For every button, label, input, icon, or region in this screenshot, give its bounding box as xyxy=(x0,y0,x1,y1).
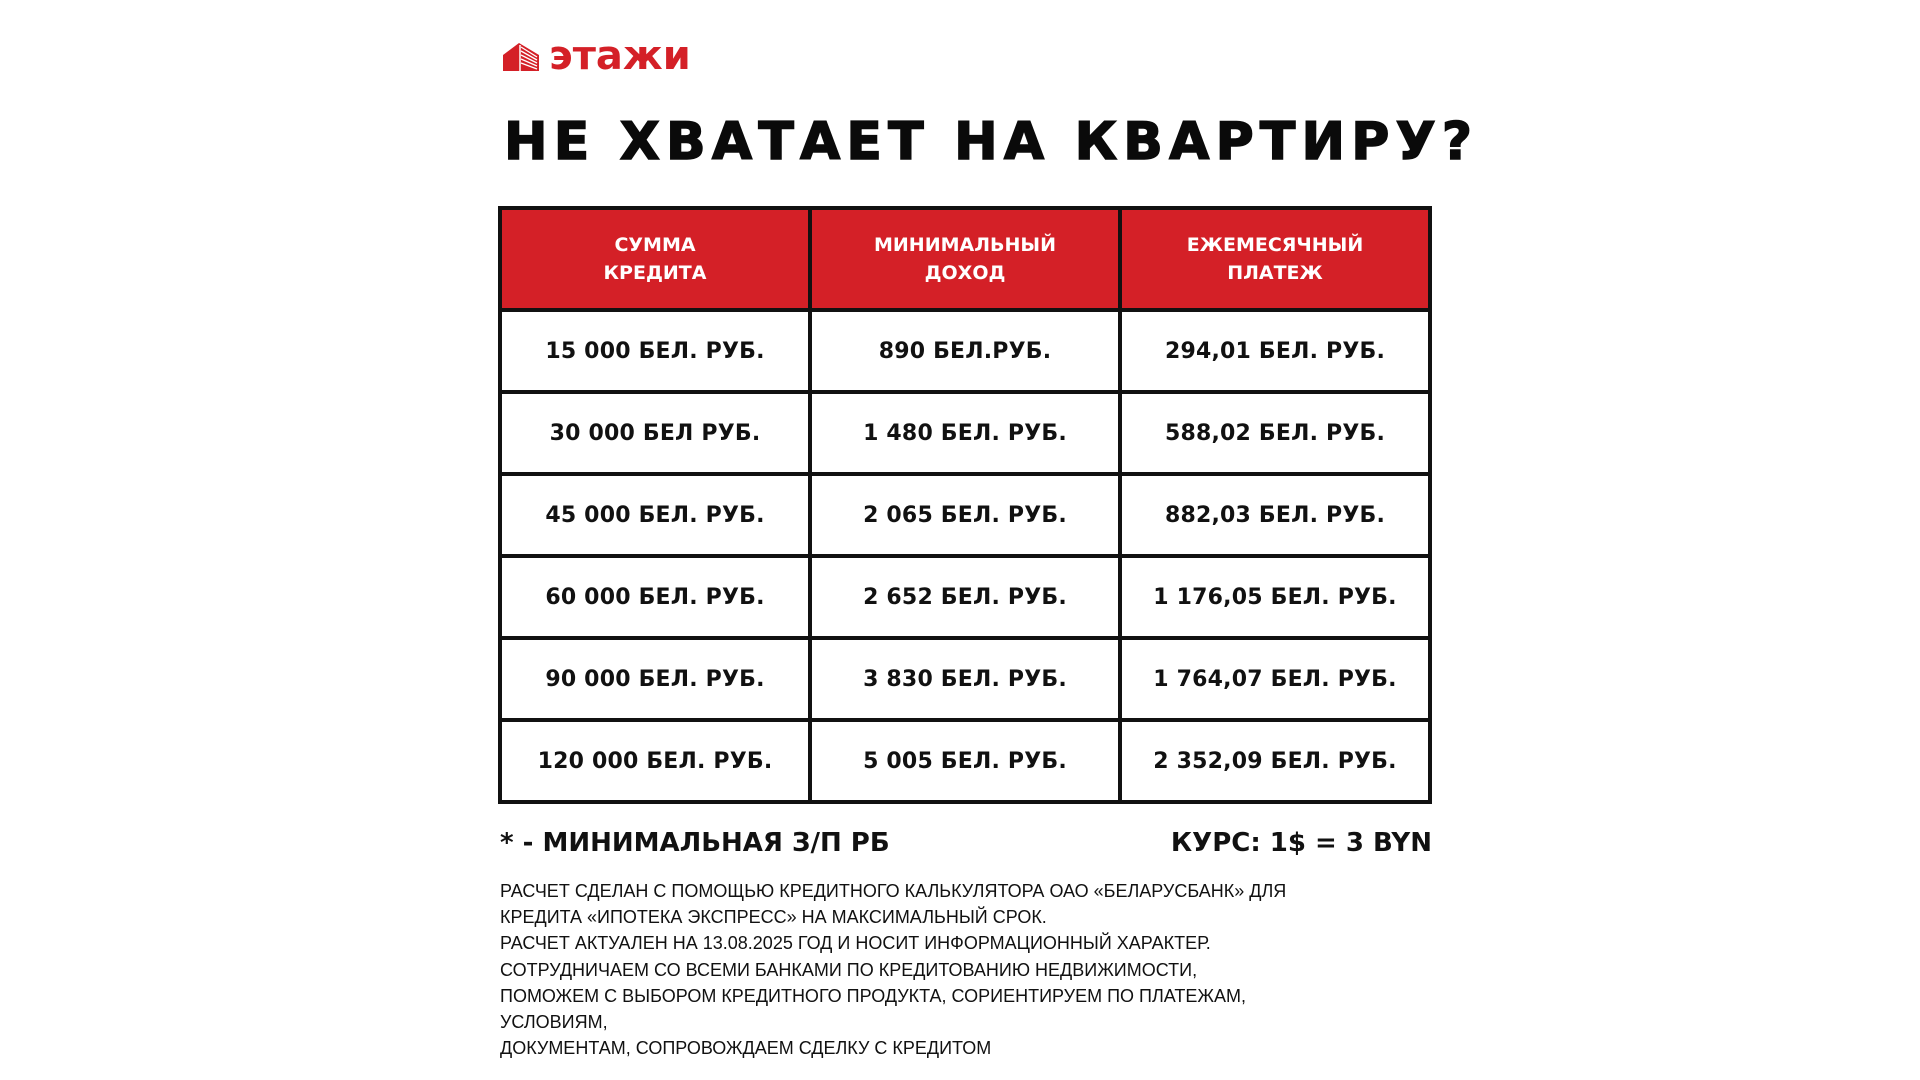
table-row: 90 000 БЕЛ. РУБ. 3 830 БЕЛ. РУБ. 1 764,07 … xyxy=(498,636,1432,722)
table-header-row: СУММА КРЕДИТА МИНИМАЛЬНЫЙ ДОХОД ЕЖЕМЕСЯЧНЫ… xyxy=(498,206,1432,312)
cell-min-income: 3 830 БЕЛ. РУБ. xyxy=(808,636,1122,722)
brand-name: этажи xyxy=(549,33,691,79)
disclaimer-line: ПОМОЖЕМ С ВЫБОРОМ КРЕДИТНОГО ПРОДУКТА, С… xyxy=(500,985,1246,1006)
cell-loan-amount: 60 000 БЕЛ. РУБ. xyxy=(498,554,812,640)
cell-loan-amount: 45 000 БЕЛ. РУБ. xyxy=(498,472,812,558)
cell-monthly-payment: 588,02 БЕЛ. РУБ. xyxy=(1118,390,1432,476)
header-min-income: МИНИМАЛЬНЫЙ ДОХОД xyxy=(808,206,1122,312)
cell-monthly-payment: 1 764,07 БЕЛ. РУБ. xyxy=(1118,636,1432,722)
building-logo-icon xyxy=(503,43,539,71)
cell-monthly-payment: 882,03 БЕЛ. РУБ. xyxy=(1118,472,1432,558)
cell-monthly-payment: 2 352,09 БЕЛ. РУБ. xyxy=(1118,718,1432,804)
table-row: 45 000 БЕЛ. РУБ. 2 065 БЕЛ. РУБ. 882,03 БЕ… xyxy=(498,472,1432,558)
disclaimer-line: РАСЧЕТ АКТУАЛЕН НА 13.08.2025 ГОД И НОСИ… xyxy=(500,933,1211,954)
disclaimer-line: РАСЧЕТ СДЕЛАН С ПОМОЩЬЮ КРЕДИТНОГО КАЛЬК… xyxy=(500,881,1287,901)
table-row: 30 000 БЕЛ РУБ. 1 480 БЕЛ. РУБ. 588,02 БЕЛ… xyxy=(498,390,1432,476)
cell-min-income: 2 652 БЕЛ. РУБ. xyxy=(808,554,1122,640)
cell-loan-amount: 30 000 БЕЛ РУБ. xyxy=(498,390,812,476)
brand-logo: этажи xyxy=(503,36,691,76)
exchange-rate: КУРС: 1$ = 3 BYN xyxy=(1170,828,1432,858)
disclaimer-line: КРЕДИТА «ИПОТЕКА ЭКСПРЕСС» НА МАКСИМАЛЬН… xyxy=(500,907,1047,928)
table-row: 15 000 БЕЛ. РУБ. 890 БЕЛ.РУБ. 294,01 БЕЛ. … xyxy=(498,308,1432,394)
cell-loan-amount: 90 000 БЕЛ. РУБ. xyxy=(498,636,812,722)
disclaimer-line: ДОКУМЕНТАМ, СОПРОВОЖДАЕМ СДЕЛКУ С КРЕДИТ… xyxy=(500,1038,992,1059)
page-title: НЕ ХВАТАЕТ НА КВАРТИРУ? xyxy=(503,111,1479,173)
cell-monthly-payment: 294,01 БЕЛ. РУБ. xyxy=(1118,308,1432,394)
cell-min-income: 5 005 БЕЛ. РУБ. xyxy=(808,718,1122,804)
cell-min-income: 1 480 БЕЛ. РУБ. xyxy=(808,390,1122,476)
header-loan-amount: СУММА КРЕДИТА xyxy=(498,206,812,312)
cell-loan-amount: 120 000 БЕЛ. РУБ. xyxy=(498,718,812,804)
table-row: 60 000 БЕЛ. РУБ. 2 652 БЕЛ. РУБ. 1 176,05 … xyxy=(498,554,1432,640)
cell-min-income: 2 065 БЕЛ. РУБ. xyxy=(808,472,1122,558)
disclaimer-line: УСЛОВИЯМ, xyxy=(500,1012,608,1033)
credit-table: СУММА КРЕДИТА МИНИМАЛЬНЫЙ ДОХОД ЕЖЕМЕСЯЧНЫ… xyxy=(498,206,1432,804)
cell-monthly-payment: 1 176,05 БЕЛ. РУБ. xyxy=(1118,554,1432,640)
cell-min-income: 890 БЕЛ.РУБ. xyxy=(808,308,1122,394)
cell-loan-amount: 15 000 БЕЛ. РУБ. xyxy=(498,308,812,394)
footnote: * - МИНИМАЛЬНАЯ З/П РБ xyxy=(500,828,890,858)
disclaimer-line: СОТРУДНИЧАЕМ СО ВСЕМИ БАНКАМИ ПО КРЕДИТО… xyxy=(500,959,1198,980)
header-monthly-payment: ЕЖЕМЕСЯЧНЫЙ ПЛАТЕЖ xyxy=(1118,206,1432,312)
table-row: 120 000 БЕЛ. РУБ. 5 005 БЕЛ. РУБ. 2 352,09… xyxy=(498,718,1432,804)
disclaimer: РАСЧЕТ СДЕЛАН С ПОМОЩЬЮ КРЕДИТНОГО КАЛЬК… xyxy=(500,878,1440,1061)
